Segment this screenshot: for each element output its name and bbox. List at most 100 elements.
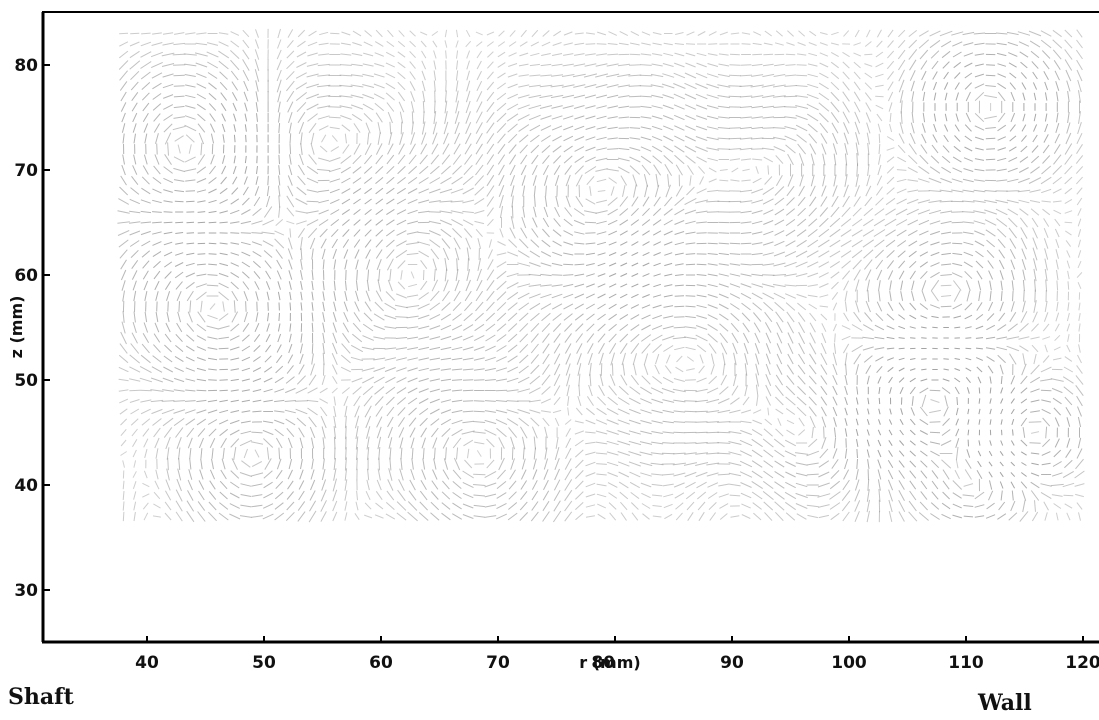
velocity-vector (121, 112, 126, 123)
velocity-vector (552, 135, 562, 142)
velocity-vector (541, 322, 551, 333)
velocity-vector (289, 143, 292, 155)
velocity-vector (120, 259, 127, 270)
velocity-vector (696, 344, 707, 353)
velocity-vector (307, 227, 318, 239)
velocity-vector (886, 156, 895, 163)
velocity-vector (332, 511, 338, 522)
velocity-vector (267, 312, 270, 322)
velocity-vector (287, 354, 294, 364)
velocity-vector (375, 198, 384, 205)
velocity-vector (262, 219, 274, 226)
velocity-vector (897, 59, 906, 71)
velocity-vector (864, 72, 873, 79)
velocity-vector (796, 406, 807, 417)
velocity-vector (288, 259, 293, 270)
velocity-vector (374, 52, 384, 57)
velocity-vector (974, 230, 985, 236)
velocity-vector (920, 440, 928, 446)
velocity-vector (129, 198, 140, 205)
velocity-vector (797, 302, 807, 311)
velocity-vector (833, 174, 837, 187)
velocity-vector (450, 210, 464, 214)
velocity-vector (954, 377, 961, 383)
velocity-vector (932, 134, 938, 143)
velocity-vector (439, 219, 452, 226)
velocity-vector (729, 158, 741, 161)
velocity-vector (1054, 334, 1061, 342)
velocity-vector (194, 52, 208, 57)
velocity-vector (574, 283, 585, 288)
velocity-vector (528, 273, 542, 277)
velocity-vector (606, 63, 619, 67)
velocity-vector (629, 127, 641, 129)
velocity-vector (1031, 344, 1039, 353)
velocity-vector (962, 200, 975, 203)
velocity-vector (918, 512, 929, 521)
velocity-vector (207, 399, 218, 403)
velocity-vector (262, 503, 274, 509)
velocity-vector (164, 333, 172, 343)
velocity-vector (1041, 188, 1052, 194)
velocity-vector (344, 133, 347, 144)
velocity-vector (506, 400, 519, 402)
velocity-vector (643, 353, 649, 365)
velocity-vector (365, 490, 371, 501)
velocity-vector (597, 273, 606, 277)
velocity-vector (309, 426, 316, 439)
velocity-vector (886, 136, 895, 141)
velocity-vector (598, 385, 605, 396)
velocity-vector (144, 290, 148, 302)
velocity-vector (964, 146, 973, 152)
velocity-vector (164, 490, 172, 501)
velocity-vector (356, 490, 358, 501)
velocity-vector (230, 209, 240, 215)
velocity-vector (1066, 122, 1071, 134)
velocity-vector (339, 74, 353, 77)
velocity-vector (244, 113, 248, 122)
velocity-vector (1033, 353, 1037, 365)
velocity-vector (674, 316, 685, 318)
velocity-vector (797, 196, 806, 207)
velocity-vector (918, 39, 930, 49)
velocity-vector (195, 42, 208, 46)
velocity-vector (286, 195, 295, 208)
velocity-vector (795, 452, 809, 455)
velocity-vector (809, 353, 817, 365)
velocity-vector (996, 168, 1007, 172)
velocity-vector (806, 473, 819, 476)
velocity-vector (530, 52, 540, 57)
velocity-vector (1054, 70, 1060, 81)
velocity-vector (275, 354, 283, 364)
velocity-vector (574, 42, 585, 46)
velocity-vector (674, 145, 685, 153)
y-tick-label: 30 (14, 581, 38, 601)
velocity-vector (486, 301, 495, 312)
velocity-vector (978, 408, 981, 415)
velocity-vector (764, 322, 772, 333)
velocity-vector (1010, 408, 1015, 415)
velocity-vector (540, 74, 552, 77)
velocity-vector (673, 421, 686, 423)
velocity-vector (830, 91, 840, 102)
velocity-vector (207, 274, 218, 276)
velocity-vector (1032, 71, 1038, 80)
velocity-vector (254, 449, 260, 458)
velocity-vector (276, 259, 283, 270)
velocity-vector (230, 70, 239, 81)
velocity-vector (186, 252, 195, 256)
velocity-vector (808, 133, 818, 144)
velocity-vector (353, 209, 361, 215)
velocity-vector (585, 431, 596, 434)
velocity-vector (978, 387, 981, 394)
velocity-vector (920, 450, 928, 457)
velocity-vector (885, 239, 896, 248)
velocity-vector (653, 283, 662, 288)
velocity-vector (130, 418, 139, 426)
velocity-vector (139, 377, 153, 383)
velocity-vector (252, 250, 262, 258)
velocity-vector (486, 101, 495, 113)
velocity-vector (661, 387, 675, 394)
velocity-vector (384, 367, 396, 372)
velocity-vector (974, 42, 985, 46)
